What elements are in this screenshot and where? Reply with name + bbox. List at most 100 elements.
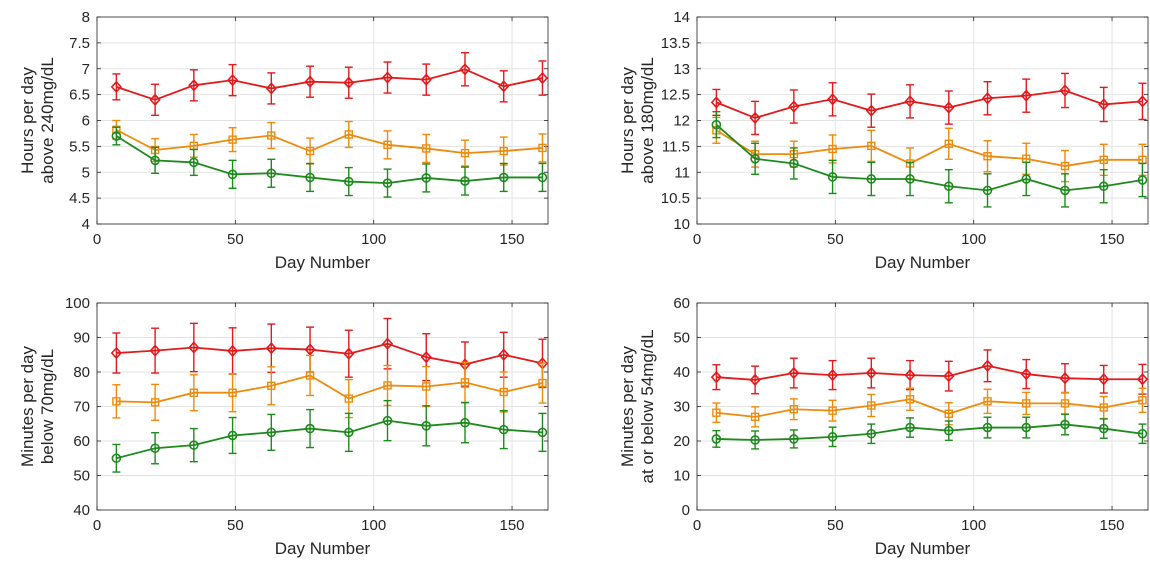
data-point <box>265 341 277 355</box>
series-1 <box>110 52 549 117</box>
series-line <box>116 419 543 460</box>
data-point <box>1060 185 1070 196</box>
data-point <box>1098 373 1110 386</box>
x-tick-label: 100 <box>961 517 986 534</box>
x-tick-label: 150 <box>500 517 525 534</box>
data-point <box>267 381 276 390</box>
data-point <box>266 427 277 438</box>
series-line <box>115 129 543 155</box>
x-tick-label: 50 <box>827 231 844 248</box>
y-tick-label: 50 <box>673 330 690 347</box>
data-point <box>943 181 954 192</box>
data-point <box>498 80 510 93</box>
data-point <box>866 428 877 439</box>
data-point <box>1060 161 1070 171</box>
data-point <box>905 174 915 184</box>
data-point <box>420 73 432 86</box>
data-point <box>710 370 722 384</box>
data-point <box>905 422 915 433</box>
data-point <box>227 344 239 358</box>
data-point <box>944 409 953 418</box>
data-point <box>460 148 470 158</box>
data-point <box>749 373 761 387</box>
data-point <box>538 378 547 388</box>
data-point <box>460 417 470 428</box>
data-point <box>498 424 509 435</box>
y-tick-label: 7 <box>82 61 90 78</box>
y-tick-label: 7.5 <box>69 35 90 52</box>
data-point <box>1098 98 1110 111</box>
data-point <box>267 131 276 140</box>
data-point <box>712 408 721 417</box>
data-point <box>381 337 394 350</box>
x-tick-label: 100 <box>361 517 386 534</box>
data-point <box>266 168 277 179</box>
data-point <box>383 381 392 390</box>
data-point <box>343 76 355 89</box>
data-point <box>111 453 122 464</box>
series-line <box>715 129 1143 167</box>
y-tick-label: 50 <box>73 468 90 485</box>
x-axis-label: Day Number <box>875 539 971 558</box>
chart-1: 0 50 100 150 4 4.5 5 5.5 6 6.5 7 7.5 8 Day Number Hour… <box>18 9 549 272</box>
x-tick-label: 50 <box>827 517 844 534</box>
x-tick-label: 150 <box>1100 517 1125 534</box>
series-3 <box>711 413 1148 450</box>
data-point <box>750 153 760 164</box>
y-axis-label-line: Minutes per day <box>618 346 637 467</box>
data-point <box>788 366 800 380</box>
x-axis-label: Day Number <box>275 253 371 272</box>
data-point <box>499 146 508 156</box>
data-point <box>1136 95 1149 108</box>
data-point <box>227 430 238 441</box>
data-point <box>749 111 761 125</box>
data-point <box>538 143 547 153</box>
data-point <box>1060 399 1070 408</box>
data-point <box>383 140 392 150</box>
data-point <box>983 152 992 161</box>
data-point <box>150 443 160 454</box>
y-tick-label: 10.5 <box>661 190 690 207</box>
data-point <box>711 119 722 130</box>
data-point <box>981 359 994 372</box>
data-point <box>788 100 800 113</box>
data-point <box>265 82 277 95</box>
data-point <box>382 178 393 188</box>
y-axis-label-line: Minutes per day <box>18 346 37 467</box>
data-point <box>227 73 239 87</box>
data-point <box>710 96 722 109</box>
y-axis-label-line: Hours per day <box>18 67 37 174</box>
data-point <box>228 388 237 397</box>
y-tick-label: 8 <box>82 9 90 26</box>
data-point <box>944 139 953 148</box>
y-tick-label: 40 <box>673 364 690 381</box>
y-axis-label: Hours per dayabove 180mg/dL <box>618 57 657 184</box>
data-point <box>149 93 161 106</box>
data-point <box>789 434 799 444</box>
data-point <box>305 371 315 380</box>
y-tick-label: 80 <box>73 364 90 381</box>
series-line <box>115 135 543 185</box>
y-axis-label-line: above 240mg/dL <box>38 57 57 184</box>
y-tick-label: 13.5 <box>661 35 690 52</box>
data-point <box>943 101 955 114</box>
data-point <box>111 131 122 141</box>
x-tick-label: 0 <box>93 517 101 534</box>
y-tick-label: 10 <box>673 468 690 485</box>
data-point <box>865 104 877 117</box>
data-point <box>750 412 760 422</box>
data-point <box>536 71 549 85</box>
data-point <box>1138 396 1147 405</box>
x-tick-label: 50 <box>227 231 244 248</box>
data-point <box>827 93 839 106</box>
data-point <box>344 130 353 139</box>
y-tick-label: 40 <box>73 502 90 519</box>
data-point <box>421 173 432 183</box>
x-tick-label: 150 <box>500 231 525 248</box>
data-point <box>421 421 432 431</box>
series-line <box>716 89 1143 119</box>
data-point <box>498 172 509 183</box>
data-point <box>189 157 199 168</box>
data-point <box>943 425 954 436</box>
